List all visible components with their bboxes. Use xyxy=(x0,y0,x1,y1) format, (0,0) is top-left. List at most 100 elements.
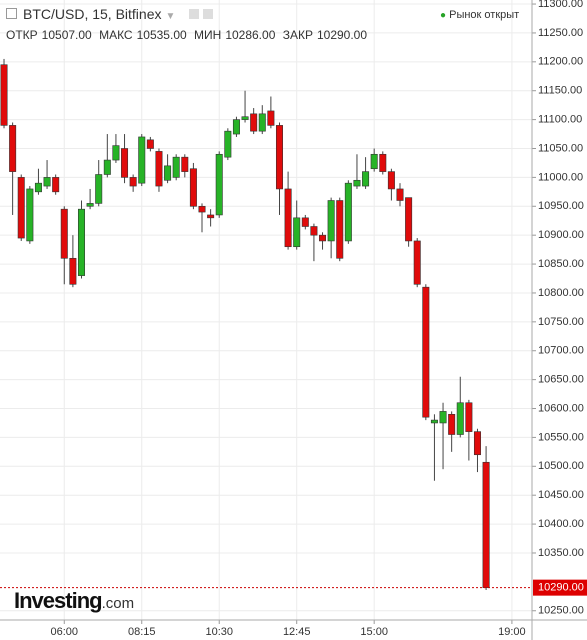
y-tick-label: 10400.00 xyxy=(538,518,584,530)
candle-body xyxy=(69,257,77,285)
candle-body xyxy=(95,174,103,204)
logo-suffix: .com xyxy=(101,595,135,612)
dropdown-arrow[interactable]: ▼ xyxy=(165,11,176,22)
candle-body xyxy=(267,110,275,126)
x-tick-label: 08:15 xyxy=(128,626,156,638)
candle-body xyxy=(319,234,327,242)
x-tick-label: 10:30 xyxy=(205,626,233,638)
open-value: 10507.00 xyxy=(41,28,92,42)
candle-body xyxy=(344,182,352,242)
y-tick-label: 10750.00 xyxy=(538,316,584,328)
x-tick-label: 19:00 xyxy=(498,626,526,638)
x-tick-label: 06:00 xyxy=(51,626,79,638)
y-tick-label: 11150.00 xyxy=(538,85,582,97)
candle-body xyxy=(9,125,17,172)
candle-body xyxy=(164,165,172,181)
y-tick-label: 11250.00 xyxy=(538,27,583,39)
candle-body xyxy=(60,208,68,259)
candle-body xyxy=(439,411,447,424)
current-price-box xyxy=(533,579,587,596)
ohlc-row: ОТКР 10507.00 МАКС 10535.00 МИН 10286.00 ЗА… xyxy=(6,28,371,42)
candle-body xyxy=(250,113,258,132)
symbol-title: BTC/USD, 15, Bitfinex xyxy=(23,6,162,22)
candle-body xyxy=(430,419,438,424)
candle-body xyxy=(448,413,456,435)
candle-body xyxy=(275,125,283,190)
candle-body xyxy=(482,461,490,588)
candle-body xyxy=(121,148,129,178)
candle-body xyxy=(396,188,404,201)
candle-body xyxy=(370,153,378,170)
candle-body xyxy=(232,119,240,135)
candle-body xyxy=(473,431,481,456)
candle-body xyxy=(26,188,34,242)
header-title-row: BTC/USD, 15, Bitfinex ▼ xyxy=(6,6,217,22)
candle-body xyxy=(146,139,154,149)
candle-body xyxy=(241,116,249,120)
candle-body xyxy=(129,177,137,187)
y-tick-label: 10800.00 xyxy=(538,287,584,299)
status-dot: ● xyxy=(440,10,447,21)
close-icon[interactable] xyxy=(203,9,214,19)
logo-main: Investing xyxy=(14,588,103,613)
candle-body xyxy=(34,182,42,193)
logo: Investing.com xyxy=(14,588,134,614)
candle-body xyxy=(138,136,146,184)
y-tick-label: 10650.00 xyxy=(538,374,584,386)
candle-body xyxy=(327,200,335,242)
candle-body xyxy=(258,113,266,132)
candle-body xyxy=(465,402,473,432)
y-tick-label: 11000.00 xyxy=(538,171,583,183)
candle-body xyxy=(86,203,94,207)
candle-body xyxy=(198,205,206,213)
candle-body xyxy=(17,177,25,239)
settings-icon[interactable] xyxy=(189,9,200,19)
y-tick-label: 11100.00 xyxy=(538,114,582,126)
y-tick-label: 10250.00 xyxy=(538,605,584,617)
candle-body xyxy=(43,177,51,187)
open-label: ОТКР xyxy=(6,28,38,42)
candle-body xyxy=(189,168,197,207)
y-tick-label: 10950.00 xyxy=(538,200,584,212)
y-tick-label: 10550.00 xyxy=(538,431,584,443)
candle-body xyxy=(353,179,361,187)
candle-body xyxy=(103,159,111,175)
status-text: Рынок открыт xyxy=(449,9,520,21)
candle-body xyxy=(284,188,292,248)
candle-body xyxy=(301,217,309,227)
candle-body xyxy=(293,217,301,248)
y-tick-label: 10500.00 xyxy=(538,460,584,472)
y-tick-label: 10700.00 xyxy=(538,345,584,357)
y-tick-label: 11200.00 xyxy=(538,56,583,68)
candle-body xyxy=(77,208,85,276)
y-tick-label: 11050.00 xyxy=(538,142,583,154)
candle-body xyxy=(413,240,421,285)
y-tick-label: 11300.00 xyxy=(538,0,583,10)
candle-body xyxy=(224,130,232,158)
market-status: ● Рынок открыт xyxy=(440,9,519,21)
candle-body xyxy=(310,226,318,236)
candle-body xyxy=(387,171,395,190)
y-tick-label: 10850.00 xyxy=(538,258,584,270)
candle-body xyxy=(379,153,387,172)
high-label: МАКС xyxy=(99,28,133,42)
collapse-icon[interactable] xyxy=(6,8,17,19)
y-tick-label: 10900.00 xyxy=(538,229,584,241)
candle-body xyxy=(181,156,189,172)
candle-body xyxy=(336,200,344,259)
x-tick-label: 12:45 xyxy=(283,626,311,638)
low-value: 10286.00 xyxy=(225,28,276,42)
candle-body xyxy=(155,151,163,187)
candle-body xyxy=(422,286,430,418)
x-tick-label: 15:00 xyxy=(360,626,388,638)
candle-body xyxy=(405,197,413,242)
candle-body xyxy=(207,214,215,219)
y-tick-label: 10450.00 xyxy=(538,489,584,501)
current-price-label: 10290.00 xyxy=(538,582,584,594)
candle-body xyxy=(456,402,464,435)
candle-body xyxy=(52,177,60,193)
close-value: 10290.00 xyxy=(316,28,368,42)
candle-body xyxy=(172,156,180,178)
